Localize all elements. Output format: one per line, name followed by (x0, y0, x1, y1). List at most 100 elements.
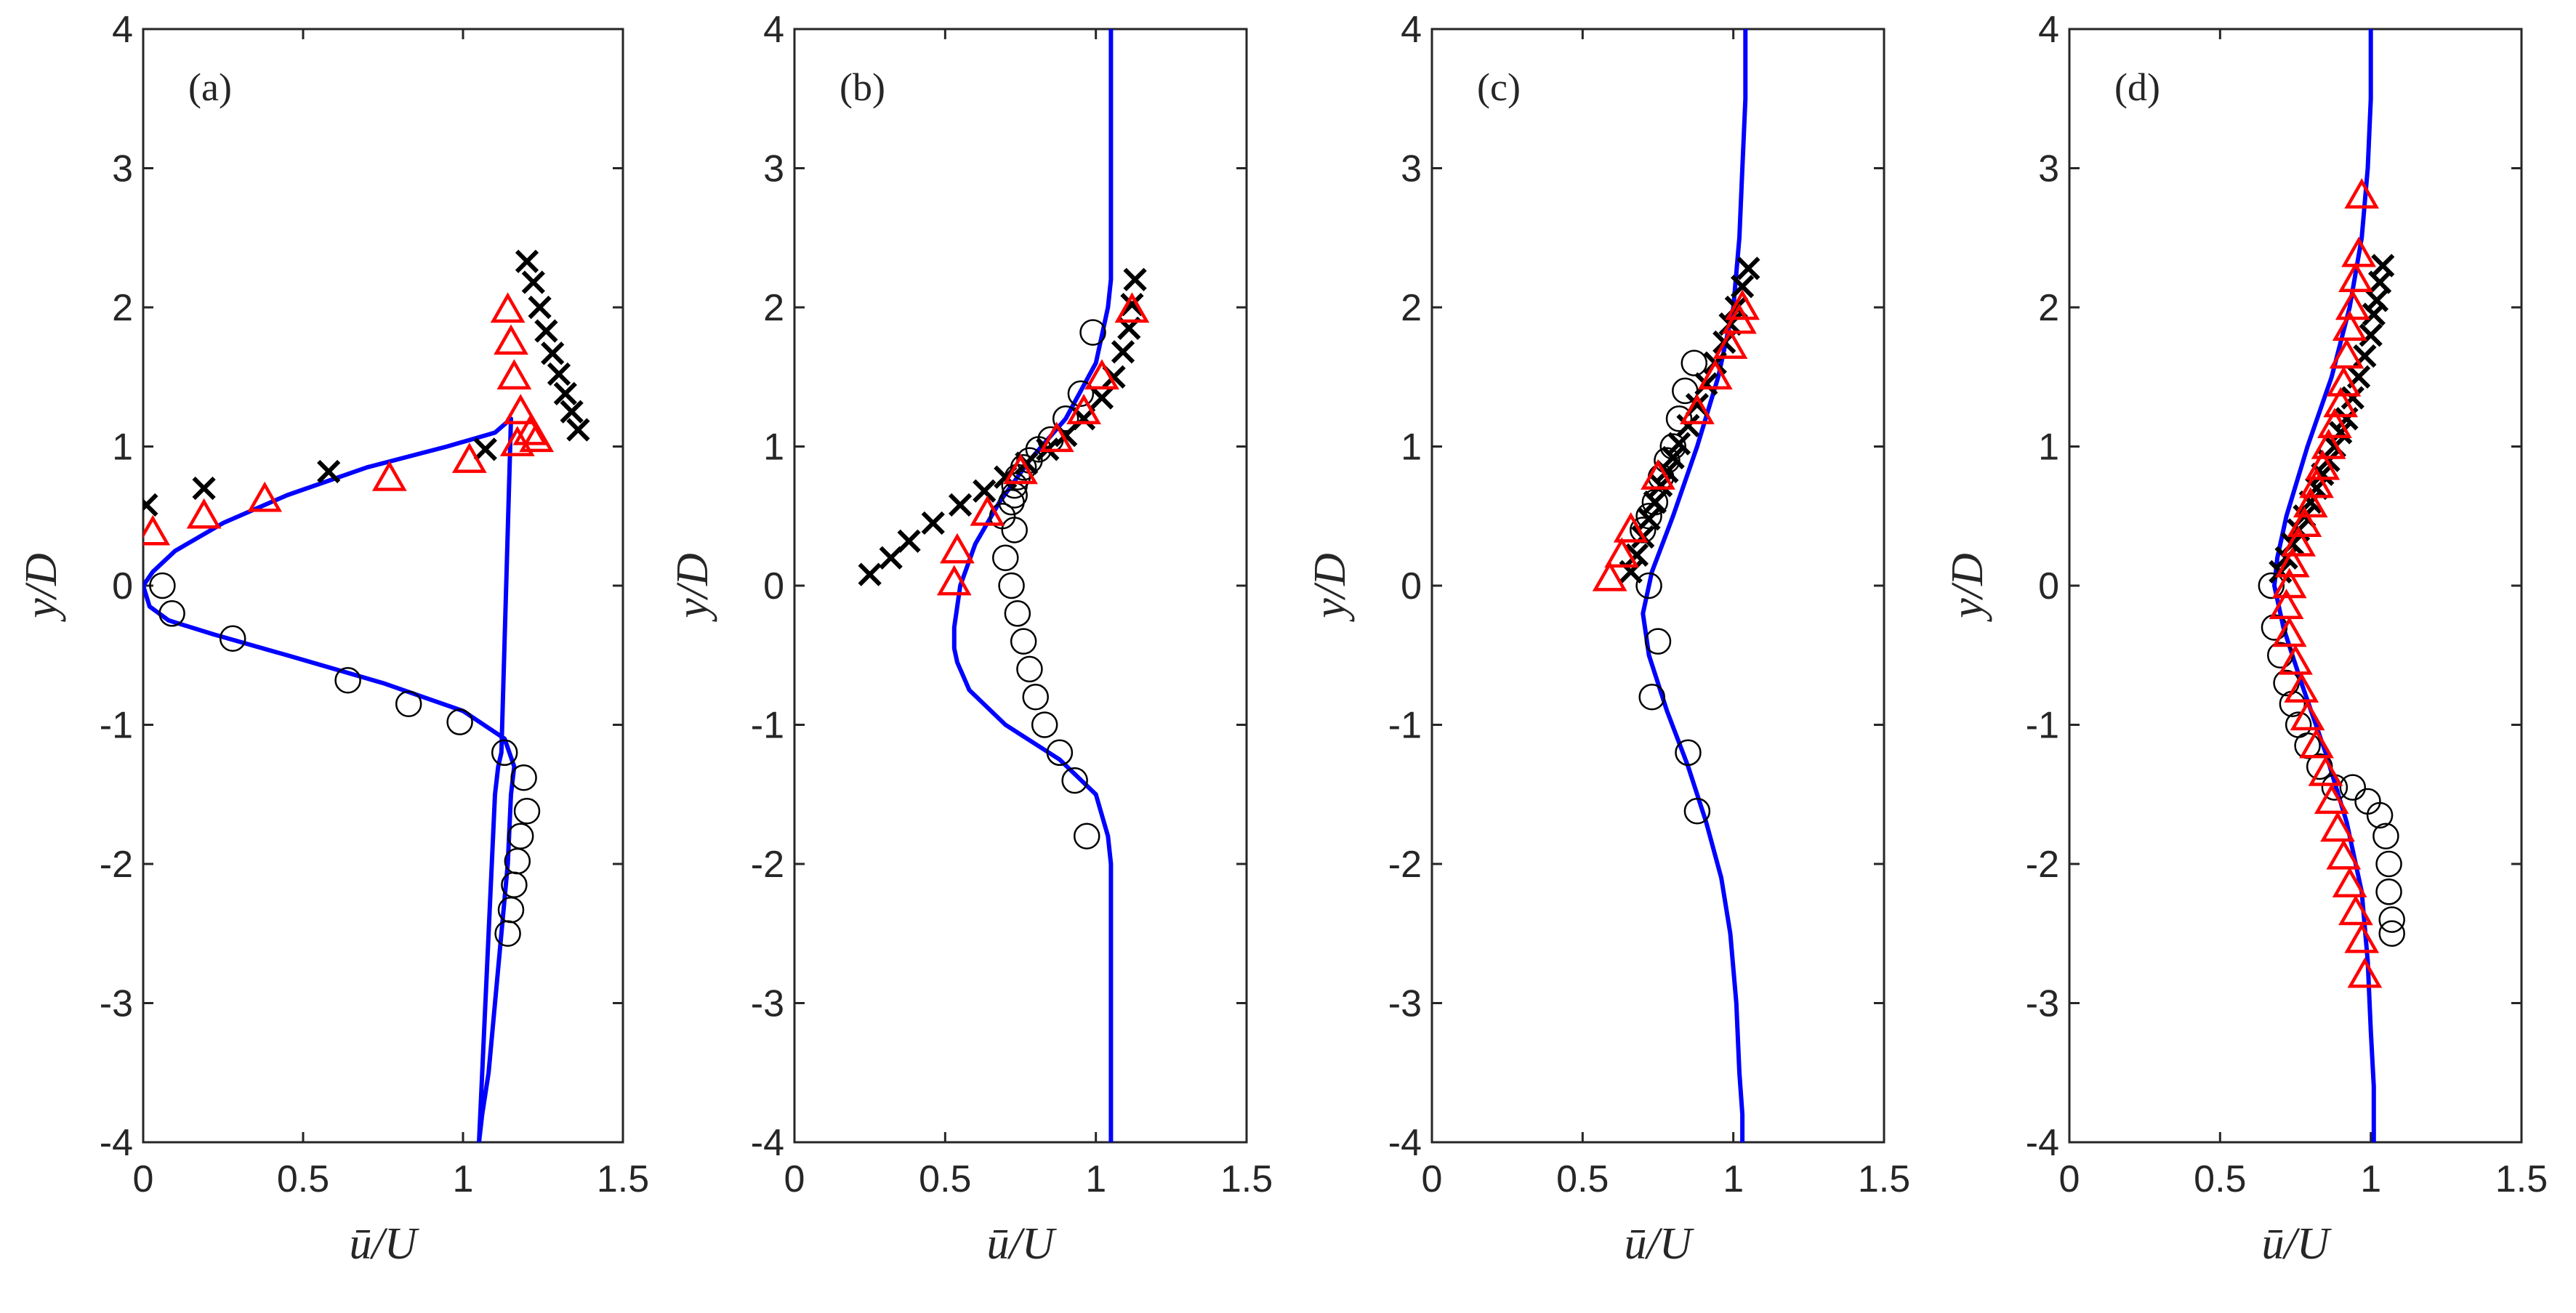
data-point-triangle (2323, 387, 2359, 418)
data-point-triangle (2284, 672, 2319, 703)
data-point-triangle (2338, 262, 2373, 292)
data-point-cross (473, 437, 497, 461)
data-point-circle (2339, 774, 2367, 801)
data-point-cross (1694, 372, 1718, 396)
data-point-circle (2306, 753, 2333, 780)
data-point-triangle (1066, 394, 1101, 424)
data-point-triangle (940, 533, 975, 564)
panel-label: (a) (188, 65, 232, 109)
data-point-cross (879, 546, 903, 570)
data-point-cross (560, 400, 584, 424)
y-tick-label: 2 (112, 287, 133, 329)
axes-box (793, 28, 1248, 1144)
data-point-cross (973, 479, 997, 503)
data-point-triangle (2308, 755, 2343, 786)
data-point-cross (1090, 386, 1114, 410)
series-line-model (951, 29, 1114, 1142)
data-point-triangle (2341, 236, 2376, 267)
data-point-triangle (1680, 394, 1715, 424)
data-point-triangle (519, 421, 555, 453)
data-point-triangle (2344, 922, 2380, 953)
y-tick-label: 2 (1401, 287, 1422, 329)
data-point-cross (1123, 267, 1147, 291)
x-tick-label: 0 (2059, 1158, 2080, 1200)
data-point-cross (534, 319, 558, 343)
data-point-circle (1022, 683, 1049, 711)
data-point-triangle (2281, 526, 2317, 557)
data-point-triangle (499, 426, 535, 456)
data-point-circle (1010, 628, 1037, 655)
data-point-triangle (2299, 467, 2334, 498)
x-tick-label: 1.5 (1858, 1158, 1910, 1200)
data-point-cross (2364, 288, 2389, 312)
data-point-triangle (2344, 178, 2380, 209)
y-tick-label: 1 (2038, 427, 2059, 469)
y-tick-label: -2 (2026, 844, 2059, 886)
data-point-triangle (2271, 616, 2307, 647)
y-tick-label: -3 (100, 983, 133, 1025)
y-tick-label: 0 (1401, 565, 1422, 607)
data-point-circle (1016, 655, 1043, 683)
data-point-triangle (451, 443, 487, 473)
x-tick-label: 0.5 (2194, 1158, 2246, 1200)
data-point-triangle (2320, 811, 2355, 842)
data-point-triangle (1712, 328, 1748, 359)
data-point-cross (566, 418, 590, 442)
y-tick-label: -1 (751, 705, 784, 747)
data-point-triangle (2347, 957, 2383, 988)
data-point-triangle (970, 495, 1005, 526)
data-point-cross (948, 493, 973, 517)
data-point-triangle (143, 514, 171, 546)
data-point-circle (992, 544, 1019, 571)
data-point-triangle (1641, 459, 1675, 490)
data-point-circle (507, 823, 534, 849)
data-point-triangle (512, 414, 548, 445)
data-point-triangle (2317, 408, 2352, 439)
y-tick-label: -1 (2026, 705, 2059, 747)
data-point-circle (2366, 801, 2394, 829)
data-point-circle (1079, 319, 1106, 346)
data-point-circle (491, 739, 518, 767)
data-point-cross (521, 270, 545, 294)
data-point-circle (1675, 739, 1702, 767)
data-point-circle (149, 572, 176, 599)
y-tick-label: -4 (751, 1122, 784, 1164)
data-point-cross (1625, 543, 1649, 567)
y-tick-label: -1 (100, 705, 133, 747)
data-point-triangle (1613, 512, 1649, 543)
y-tick-label: -4 (1388, 1122, 1422, 1164)
data-point-circle (2378, 920, 2405, 947)
y-tick-label: 1 (1401, 427, 1422, 469)
data-point-triangle (2299, 727, 2334, 759)
x-tick-label: 1 (1723, 1158, 1744, 1200)
data-point-cross (553, 381, 577, 405)
data-point-cross (528, 295, 552, 320)
data-point-circle (1681, 350, 1708, 376)
x-tick-label: 0.5 (919, 1158, 971, 1200)
x-tick-label: 1.5 (1220, 1158, 1273, 1200)
data-point-triangle (2332, 867, 2367, 897)
data-point-circle (510, 764, 537, 791)
x-tick-label: 0 (1422, 1158, 1443, 1200)
panel-label: (b) (840, 65, 885, 109)
x-axis-label: ū/U (1625, 1219, 1695, 1269)
data-point-cross (1676, 413, 1700, 437)
x-tick-label: 1.5 (597, 1158, 649, 1200)
x-axis-label: ū/U (2262, 1219, 2333, 1269)
data-point-cross (921, 511, 945, 535)
data-point-circle (998, 572, 1025, 599)
data-point-cross (1661, 445, 1685, 469)
y-tick-label: -3 (1388, 983, 1422, 1025)
data-point-cross (541, 342, 565, 365)
data-point-triangle (936, 565, 972, 596)
data-point-circle (2258, 572, 2285, 599)
data-point-circle (1001, 472, 1028, 499)
series-line-model (2272, 29, 2376, 1142)
series-line-model (1641, 29, 1748, 1142)
panel-label: (d) (2114, 65, 2160, 109)
chart-panel-2: 0 0.5 1 1.5 -4 -3 -2 -1 0 1 2 3 4 ū/U y/D (b) (668, 9, 1273, 1269)
data-point-cross (1736, 256, 1760, 280)
data-point-triangle (490, 292, 526, 323)
data-point-circle (1004, 600, 1031, 627)
y-tick-label: 0 (763, 565, 784, 607)
